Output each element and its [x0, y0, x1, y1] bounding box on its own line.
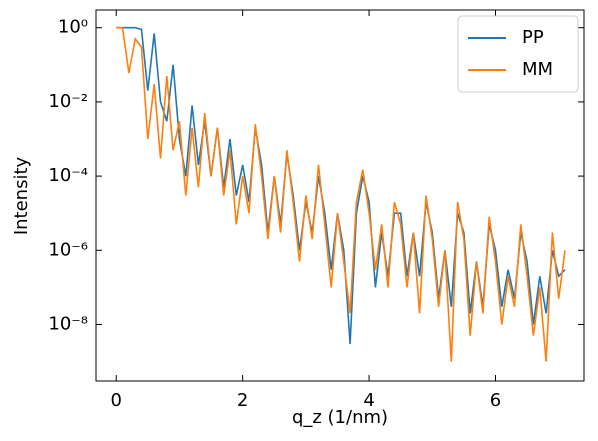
x-tick-label: 6 — [490, 390, 501, 411]
x-tick-label: 0 — [111, 390, 122, 411]
legend-label: MM — [522, 59, 553, 80]
x-tick-label: 2 — [237, 390, 248, 411]
y-tick-label: 10⁻⁸ — [48, 314, 88, 335]
x-tick-label: 4 — [363, 390, 374, 411]
y-axis-label: Intensity — [11, 156, 32, 235]
y-tick-label: 10⁻⁶ — [48, 239, 88, 260]
plot-frame — [95, 9, 585, 382]
y-tick-label: 10⁻⁴ — [48, 165, 88, 186]
series-line — [116, 26, 566, 362]
y-tick-label: 10⁻² — [48, 91, 88, 112]
legend-label: PP — [522, 27, 544, 48]
legend-box — [457, 15, 579, 93]
x-axis-label: q_z (1/nm) — [292, 407, 388, 428]
y-tick-label: 10⁰ — [58, 17, 88, 38]
